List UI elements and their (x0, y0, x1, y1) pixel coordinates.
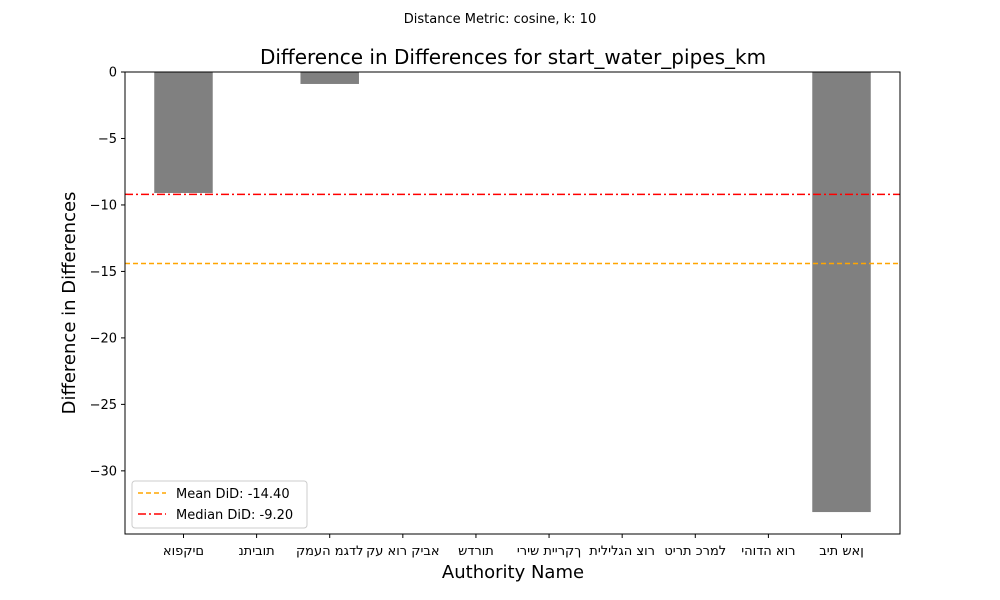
legend-median-label: Median DiD: -9.20 (176, 508, 293, 523)
legend: Mean DiD: -14.40 Median DiD: -9.20 (131, 480, 308, 529)
x-tick-label-9: ןאש תיב (819, 544, 864, 559)
x-tick-label-2: לדגמ העמק (296, 544, 364, 559)
legend-box (131, 480, 308, 529)
y-axis-label: Difference in Differences (59, 192, 80, 415)
bar-2 (300, 72, 359, 84)
y-tick-label-3: −15 (90, 265, 117, 280)
legend-mean-label: Mean DiD: -14.40 (176, 487, 290, 502)
chart-suptitle: Distance Metric: cosine, k: 10 (404, 12, 596, 27)
x-axis-label: Authority Name (442, 562, 584, 583)
y-axis-ticks: 0 −5 −10 −15 −20 −25 −30 (90, 66, 125, 479)
x-tick-label-5: ךקריית שירי (517, 544, 581, 559)
y-tick-label-1: −5 (98, 132, 117, 147)
x-tick-label-6: רוצ הגלילית (589, 544, 655, 559)
y-tick-label-4: −20 (90, 331, 117, 346)
x-tick-label-0: םיקפוא (163, 544, 204, 559)
x-tick-label-7: למרכ תריט (664, 544, 726, 559)
bar-0 (154, 72, 213, 193)
reference-lines-group (125, 193, 900, 265)
bars-group (154, 72, 871, 513)
chart-title: Difference in Differences for start_wate… (260, 45, 766, 69)
x-tick-label-8: רוא הדוהי (741, 544, 795, 559)
x-tick-label-1: תוביתנ (238, 544, 274, 559)
x-axis-ticks: םיקפוא תוביתנ לדגמ העמק אביק רוא עק תורדש ךקר… (163, 534, 864, 559)
y-tick-label-6: −30 (90, 464, 117, 479)
bar-9 (812, 72, 871, 513)
x-tick-label-3: אביק רוא עק (366, 544, 440, 559)
y-tick-label-0: 0 (109, 66, 117, 81)
y-tick-label-5: −25 (90, 398, 117, 413)
y-tick-label-2: −10 (90, 198, 117, 213)
x-tick-label-4: תורדש (458, 544, 494, 559)
plot-area-frame (124, 71, 901, 535)
